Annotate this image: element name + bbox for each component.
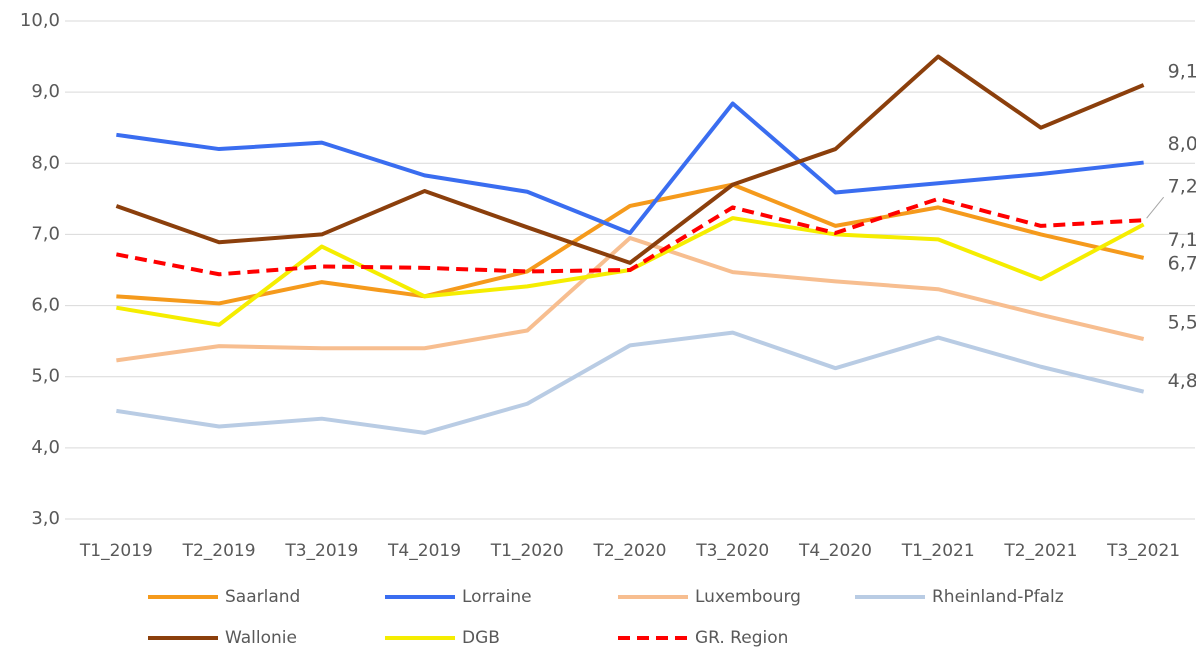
series-line <box>115 196 1144 277</box>
x-tick-label: T2_2021 <box>1003 541 1077 561</box>
series-line <box>116 235 1145 363</box>
legend-label: GR. Region <box>695 628 788 648</box>
legend-label: DGB <box>462 628 500 648</box>
y-tick-label: 5,0 <box>31 366 60 387</box>
x-tick-label: T2_2019 <box>182 541 256 561</box>
y-tick-label: 9,0 <box>31 81 60 102</box>
x-tick-label: T1_2019 <box>79 541 153 561</box>
x-tick-label: T3_2019 <box>284 541 358 561</box>
data-label: 4,8 <box>1168 370 1196 392</box>
series-line <box>116 330 1145 435</box>
y-tick-label: 7,0 <box>31 223 60 244</box>
x-tick-label: T4_2020 <box>798 541 872 561</box>
data-label: 6,7 <box>1168 252 1196 274</box>
y-tick-label: 4,0 <box>31 437 60 458</box>
x-tick-label: T4_2019 <box>387 541 461 561</box>
y-tick-label: 6,0 <box>31 295 60 316</box>
legend-label: Saarland <box>225 587 300 607</box>
x-tick-label: T3_2021 <box>1106 541 1180 561</box>
legend-label: Wallonie <box>225 628 297 648</box>
data-label: 7,2 <box>1168 176 1196 198</box>
data-label: 9,1 <box>1168 61 1196 83</box>
x-tick-label: T1_2021 <box>901 541 975 561</box>
data-label: 7,1 <box>1168 229 1196 251</box>
x-tick-label: T3_2020 <box>695 541 769 561</box>
y-tick-label: 8,0 <box>31 152 60 173</box>
x-tick-label: T2_2020 <box>593 541 667 561</box>
legend-label: Luxembourg <box>695 587 801 607</box>
x-tick-label: T1_2020 <box>490 541 564 561</box>
leader-line <box>1146 196 1165 219</box>
y-tick-label: 3,0 <box>31 508 60 529</box>
series-line <box>115 54 1145 265</box>
legend-label: Rheinland-Pfalz <box>932 587 1064 607</box>
data-label: 8,0 <box>1168 133 1196 155</box>
series-line <box>116 101 1144 236</box>
y-tick-label: 10,0 <box>20 10 60 31</box>
series-line <box>116 182 1145 306</box>
data-label: 5,5 <box>1168 312 1196 334</box>
legend-label: Lorraine <box>462 587 532 607</box>
